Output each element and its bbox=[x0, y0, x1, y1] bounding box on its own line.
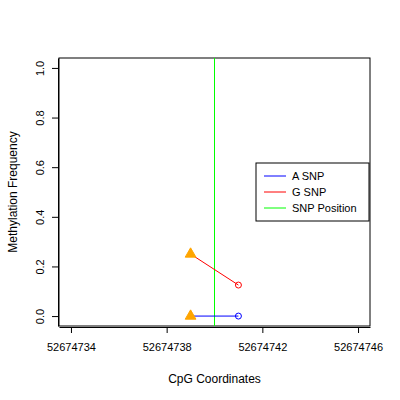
x-tick: 52674738 bbox=[143, 327, 192, 353]
series-point bbox=[185, 310, 196, 319]
x-tick-mark bbox=[167, 327, 168, 333]
y-tick: 0.8 bbox=[34, 110, 58, 125]
legend-swatch bbox=[264, 192, 286, 193]
y-tick: 1.0 bbox=[34, 61, 58, 76]
x-tick: 52674742 bbox=[238, 327, 287, 353]
x-tick-mark bbox=[358, 327, 359, 333]
y-tick-mark bbox=[52, 118, 58, 119]
legend-label: A SNP bbox=[292, 170, 324, 182]
x-tick-mark bbox=[71, 327, 72, 333]
x-axis: 52674734 52674738 52674742 52674746 bbox=[47, 327, 383, 353]
x-tick-mark bbox=[262, 327, 263, 333]
legend: A SNP G SNP SNP Position bbox=[256, 163, 369, 221]
series-point bbox=[185, 248, 196, 257]
y-tick-mark bbox=[52, 266, 58, 267]
y-tick-mark bbox=[52, 217, 58, 218]
plot-frame bbox=[59, 58, 370, 326]
y-tick: 0.2 bbox=[34, 259, 58, 274]
y-axis-title: Methylation Frequency bbox=[6, 131, 20, 252]
series-point bbox=[235, 282, 241, 288]
y-tick-label: 1.0 bbox=[34, 61, 46, 76]
series-point bbox=[235, 313, 241, 319]
chart: 526747345267473852674742526747460.00.20.… bbox=[0, 0, 400, 400]
x-axis-title: CpG Coordinates bbox=[168, 372, 261, 386]
y-tick-label: 0.8 bbox=[34, 110, 46, 125]
y-tick: 0.4 bbox=[34, 210, 58, 225]
y-tick: 0.6 bbox=[34, 160, 58, 175]
legend-label: G SNP bbox=[292, 186, 326, 198]
legend-box bbox=[256, 163, 369, 221]
y-tick-mark bbox=[52, 316, 58, 317]
x-tick-label: 52674738 bbox=[143, 341, 192, 353]
snp-position-line bbox=[214, 58, 215, 326]
y-tick-mark bbox=[52, 167, 58, 168]
x-tick-label: 52674746 bbox=[334, 341, 383, 353]
y-axis: 0.0 0.2 0.4 0.6 0.8 1.0 bbox=[34, 59, 59, 327]
legend-swatch bbox=[264, 208, 286, 209]
x-tick: 52674734 bbox=[47, 327, 96, 353]
y-axis-line bbox=[58, 59, 59, 327]
plot-area bbox=[185, 58, 241, 326]
y-tick-label: 0.2 bbox=[34, 259, 46, 274]
series-line bbox=[191, 254, 239, 285]
legend-label: SNP Position bbox=[292, 202, 357, 214]
legend-swatch bbox=[264, 176, 286, 177]
x-tick: 52674746 bbox=[334, 327, 383, 353]
y-tick-label: 0.6 bbox=[34, 160, 46, 175]
y-tick-label: 0.0 bbox=[34, 309, 46, 324]
y-tick: 0.0 bbox=[34, 309, 58, 324]
x-axis-line bbox=[60, 327, 371, 328]
y-tick-label: 0.4 bbox=[34, 210, 46, 225]
x-tick-label: 52674742 bbox=[238, 341, 287, 353]
y-tick-mark bbox=[52, 68, 58, 69]
x-tick-label: 52674734 bbox=[47, 341, 96, 353]
series-line bbox=[191, 316, 239, 317]
